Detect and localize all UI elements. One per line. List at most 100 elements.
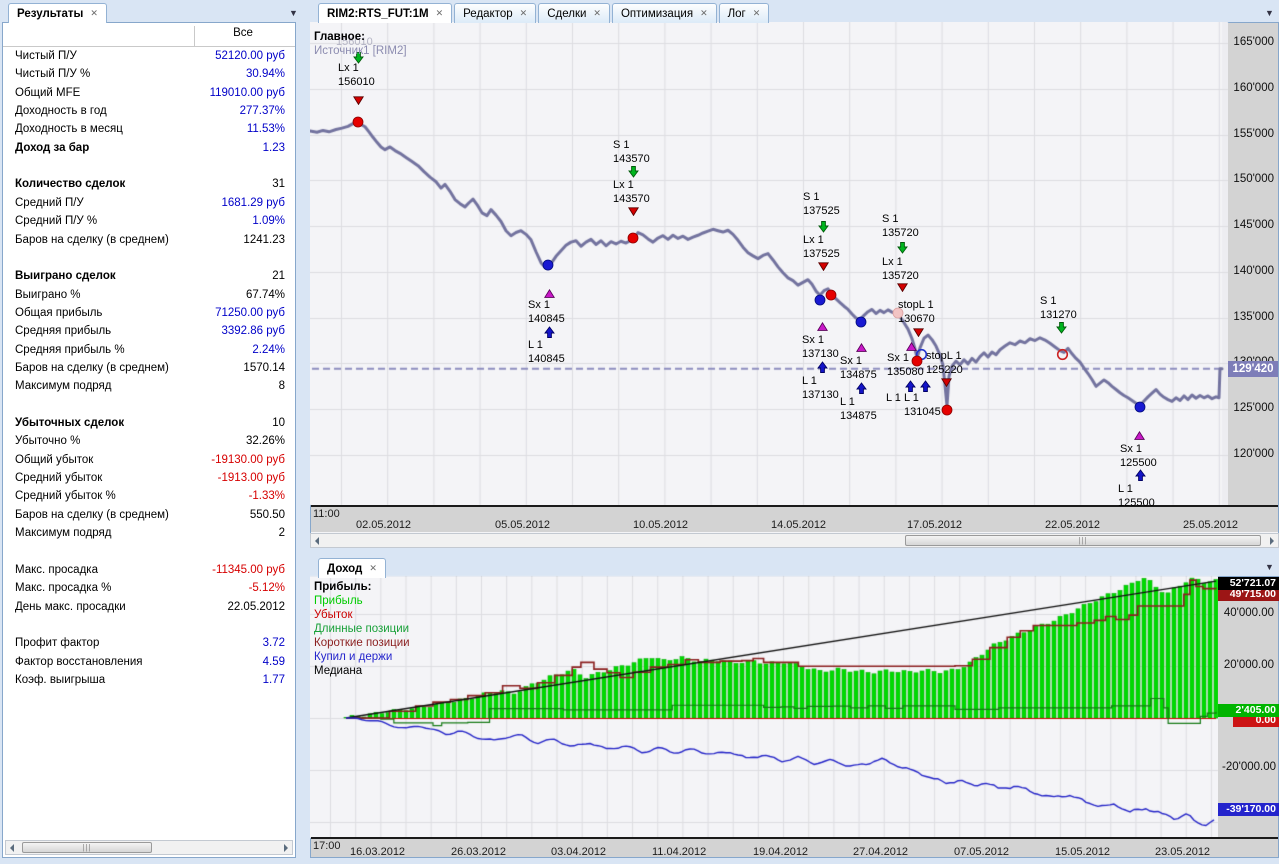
income-dropdown-icon[interactable]: ▼ [1265, 562, 1274, 572]
row-label: Доход за бар [15, 141, 90, 154]
trade-annotation: Sx 1 125500 [1120, 443, 1157, 469]
date-label: 16.03.2012 [350, 846, 406, 858]
left-panel-dropdown-icon[interactable]: ▼ [289, 8, 298, 18]
tab-сделки[interactable]: Сделки ✕ [538, 3, 610, 23]
date-label: 14.05.2012 [771, 519, 827, 531]
row-label: Средний убыток [15, 472, 103, 485]
scroll-right-icon[interactable] [284, 844, 288, 852]
short-entry-arrow-icon [352, 52, 364, 67]
scrollbar-thumb[interactable]: ||| [22, 842, 152, 853]
close-icon[interactable]: ✕ [369, 563, 377, 573]
close-icon[interactable]: ✕ [90, 8, 98, 18]
row-value: -1.33% [248, 490, 285, 503]
table-row: Выиграно % 67.74% [15, 286, 285, 304]
tab-редактор[interactable]: Редактор ✕ [454, 3, 537, 23]
table-row: Максимум подряд 2 [15, 524, 285, 542]
table-row: Средняя прибыль % 2.24% [15, 341, 285, 359]
tab-оптимизация[interactable]: Оптимизация ✕ [611, 3, 717, 23]
close-icon[interactable]: ✕ [435, 8, 444, 18]
row-value: -1913.00 руб [217, 472, 285, 485]
value-badge: 2'405.00 [1218, 704, 1279, 717]
row-value: 119010.00 руб [209, 86, 285, 99]
row-label: Макс. просадка [15, 563, 98, 576]
tab-лог[interactable]: Лог ✕ [718, 3, 770, 23]
date-label: 17.05.2012 [907, 519, 963, 531]
trade-annotation: Sx 1 137130 [802, 334, 839, 360]
y-axis-label: 150'000 [1233, 173, 1274, 186]
trade-annotation: Sx 1 134875 [840, 355, 877, 381]
table-row: День макс. просадки 22.05.2012 [15, 598, 285, 616]
legend-item: Прибыль: [314, 581, 372, 593]
row-value: 1570.14 [243, 361, 285, 374]
chart-hscrollbar[interactable]: ||| [310, 533, 1279, 548]
legend-item: Купил и держи [314, 651, 393, 663]
table-row: Общая прибыль 71250.00 руб [15, 304, 285, 322]
table-row: Доход за бар 1.23 [15, 139, 285, 157]
main-tabs-dropdown-icon[interactable]: ▼ [1265, 8, 1274, 18]
left-tabstrip: Результаты ✕ [8, 2, 107, 23]
tab-income[interactable]: Доход ✕ [318, 558, 386, 578]
row-value: 1681.29 руб [221, 196, 286, 209]
trade-annotation: stopL 1 130670 [898, 299, 935, 325]
scroll-right-icon[interactable] [1270, 537, 1274, 545]
scrollbar-thumb[interactable]: ||| [905, 535, 1261, 546]
legend-item: Короткие позиции [314, 637, 410, 649]
value-badge: 49'715.00 [1218, 588, 1279, 601]
tab-label: Сделки [547, 7, 587, 20]
date-label: 15.05.2012 [1055, 846, 1111, 858]
long-exit-marker-icon [940, 377, 952, 390]
row-value: 8 [278, 380, 285, 393]
income-baseline [311, 837, 1278, 839]
trade-dot-red [825, 289, 837, 304]
table-row: Баров на сделку (в среднем) 550.50 [15, 506, 285, 524]
row-value: 10 [272, 417, 285, 429]
row-value: 11.53% [246, 123, 285, 136]
results-hscrollbar[interactable]: ||| [5, 840, 293, 855]
close-icon[interactable]: ✕ [593, 8, 601, 18]
scroll-left-icon[interactable] [10, 844, 14, 852]
tab-results[interactable]: Результаты ✕ [8, 3, 107, 23]
date-label: 07.05.2012 [954, 846, 1010, 858]
value-badge: 0.00 [1233, 714, 1279, 727]
tab-rim2-rts-fut-1m[interactable]: RIM2:RTS_FUT:1M ✕ [318, 3, 453, 23]
table-row: Профит фактор 3.72 [15, 634, 285, 652]
row-value: 32.26% [245, 435, 285, 448]
close-icon[interactable]: ✕ [752, 8, 761, 18]
row-label: Фактор восстановления [15, 655, 143, 668]
long-exit-marker-icon [627, 206, 639, 219]
legend-item: Длинные позиции [314, 623, 410, 635]
row-label: День макс. просадки [15, 600, 126, 613]
row-value: 2.24% [252, 343, 285, 356]
table-row: Баров на сделку (в среднем) 1241.23 [15, 231, 285, 249]
row-value: 31 [272, 178, 285, 191]
row-label: Макс. просадка % [15, 582, 112, 595]
results-panel: Все Чистый П/У 52120.00 руб Чистый П/У % 30… [2, 22, 296, 858]
table-row: Доходность в месяц 11.53% [15, 120, 285, 138]
close-icon[interactable]: ✕ [700, 8, 708, 18]
y-axis-label: 125'000 [1233, 402, 1274, 415]
table-row: Общий убыток -19130.00 руб [15, 451, 285, 469]
row-label: Общая прибыль [15, 306, 103, 319]
row-label: Общий MFE [15, 86, 81, 99]
trade-annotation: L 1 140845 [528, 339, 565, 365]
y-axis-label: 135'000 [1233, 310, 1274, 323]
date-label: 23.05.2012 [1155, 846, 1211, 858]
row-label: Средний П/У [15, 196, 84, 209]
table-row: Коэф. выигрыша 1.77 [15, 671, 285, 689]
income-time-origin-label: 17:00 [313, 840, 341, 852]
scroll-left-icon[interactable] [315, 537, 319, 545]
row-value: -19130.00 руб [211, 453, 285, 466]
row-label: Средний убыток % [15, 490, 116, 503]
results-column-header: Все [233, 27, 253, 39]
row-value: 21 [272, 270, 285, 283]
time-origin-label: 11:00 [313, 508, 340, 520]
income-tabstrip: Доход ✕ [318, 557, 386, 578]
row-value: 1.77 [262, 673, 285, 686]
close-icon[interactable]: ✕ [519, 8, 528, 18]
trade-annotation: Lx 1 156010 [338, 62, 375, 88]
trade-annotation: stopL 1 125220 [926, 350, 963, 376]
table-row: Баров на сделку (в среднем) 1570.14 [15, 359, 285, 377]
short-exit-marker-icon [543, 288, 555, 301]
long-entry-arrow-icon [816, 361, 828, 376]
trade-annotation: Lx 1 135720 [882, 256, 919, 282]
